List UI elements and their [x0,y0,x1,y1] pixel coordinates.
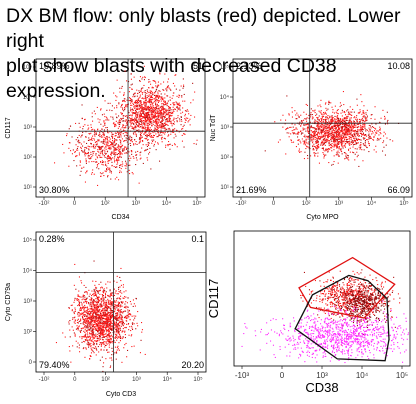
x-tick-label: 10⁵ [192,200,202,207]
quadrant-lower-left-percent: 21.69% [236,185,267,195]
plot-frame [232,58,413,198]
quadrant-upper-left-percent: 0.28% [39,234,65,244]
y-tick-label: 10³ [23,299,32,305]
gate-black-polygon [294,274,390,362]
x-tick-label: -10² [236,201,247,207]
population-0 [264,91,400,167]
x-tick-label: 10³ [334,201,343,207]
gate-red-polygon [298,256,396,319]
x-tick-label: 10² [101,201,110,207]
y-tick-label: 10⁴ [220,94,230,101]
caption-line-2: plot show blasts with decreased CD38 exp… [6,55,337,102]
y-tick-label: 10³ [23,125,32,131]
x-tick-label: 10⁴ [356,371,369,380]
x-tick-label: -10² [39,377,50,383]
x-tick-label: 10² [101,377,110,383]
x-axis-label: Cyto MPO [306,214,339,221]
events-0 [54,65,198,186]
quadrant-upper-right-percent: 10.08 [387,61,410,71]
events-2 [55,260,146,372]
quadrant-lower-left-percent: 79.40% [39,360,70,370]
quadrant-upper-left-percent: 10.89% [39,61,70,71]
population-1 [331,276,393,335]
x-tick-label: 10⁵ [193,376,203,383]
population-1 [54,104,167,186]
y-tick-label: 10⁵ [23,237,33,244]
plot-tdt-vs-mpo: -10² 0 10² 10³ 10⁴ 10⁵ 10¹ 10² 10³ 10⁴ 10⁵ Cyto MPO… [210,58,413,221]
y-tick-label: 10² [23,330,32,336]
x-tick-label: 10⁵ [396,371,408,380]
y-tick-label: 10⁴ [23,94,33,101]
x-tick-label: 0 [280,371,285,380]
quadrant-upper-right-percent: 0.1 [191,234,204,244]
y-axis-label: Cyto CD79a [5,283,12,321]
quadrant-upper-right-percent: 51 [193,61,203,71]
plot-cd117-vs-cd34: -10² 0 10² 10³ 10⁴ 10⁵ 10¹ 10² 10³ 10⁴ 10⁵ CD34 CD11… [5,58,206,221]
y-tick-label: 10² [220,155,229,161]
plot-cd79a-vs-cd3: -10² 0 10² 10³ 10⁴ 10⁵ 0 10² 10³ 10⁴ 10⁵ Cyto CD3 Cy… [5,231,207,398]
plot-cd117-vs-cd38: -10³ 0 10³ 10⁴ 10⁵ CD38 CD117 [206,230,411,395]
x-tick-label: 10³ [316,371,328,380]
y-axis-label: Nuc TdT [210,114,217,141]
events-1 [264,91,400,167]
y-tick-label: 0 [29,360,33,366]
quadrant-lower-right-percent: 66.09 [387,185,410,195]
y-tick-label: 10¹ [220,185,229,191]
y-tick-label: 10⁵ [23,64,33,71]
x-tick-label: -10² [39,201,50,207]
y-tick-label: 10⁵ [220,64,230,71]
x-axis-label: CD38 [305,380,338,395]
x-tick-label: 10⁴ [162,200,172,207]
y-tick-label: 10² [23,155,32,161]
caption-line-1: DX BM flow: only blasts (red) depicted. … [6,5,401,52]
quadrant-lower-right-percent: 20.20 [181,360,204,370]
x-tick-label: 10³ [132,377,141,383]
quadrant-lower-left-percent: 30.80% [39,185,70,195]
population-0 [55,260,146,372]
quadrant-upper-left-percent: 2.13% [236,61,262,71]
x-axis-label: CD34 [112,214,130,221]
x-axis-label: Cyto CD3 [106,391,136,398]
population-0 [100,65,198,166]
x-tick-label: 0 [272,201,276,207]
y-tick-label: 10⁴ [23,268,33,275]
plot-frame [35,58,206,198]
x-tick-label: -10³ [235,371,250,380]
x-tick-label: 0 [73,377,77,383]
caption: DX BM flow: only blasts (red) depicted. … [6,4,412,104]
x-tick-label: 0 [73,201,77,207]
y-tick-label: 10³ [220,125,229,131]
x-tick-label: 10⁵ [399,200,409,207]
y-axis-label: CD117 [5,117,12,138]
events-3 [241,269,410,366]
plot-frame [35,231,207,373]
x-tick-label: 10² [302,201,311,207]
y-axis-label: CD117 [206,279,221,319]
x-tick-label: 10³ [131,201,140,207]
x-tick-label: 10⁴ [163,376,173,383]
x-tick-label: 10⁴ [367,200,377,207]
y-tick-label: 10¹ [23,185,32,191]
